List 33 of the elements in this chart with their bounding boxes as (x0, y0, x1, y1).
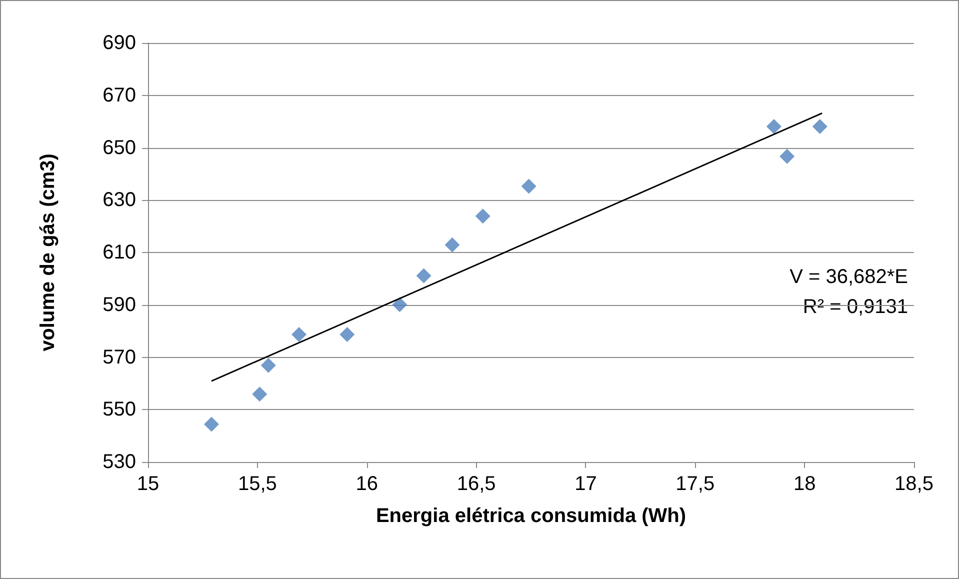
point (766, 119, 782, 134)
point (204, 416, 219, 432)
point (444, 237, 460, 252)
point (340, 326, 355, 342)
y-tick-label: 590 (102, 294, 136, 316)
y-tick-label: 610 (102, 242, 136, 264)
x-tick-label: 16 (356, 473, 378, 495)
point (521, 178, 536, 194)
point (812, 119, 828, 134)
y-tick-label: 570 (102, 346, 136, 368)
x-tick-label: 17,5 (676, 473, 715, 495)
x-tick-label: 15 (136, 473, 160, 495)
x-tick-label: 18,5 (894, 473, 934, 495)
y-tick-label: 690 (102, 32, 136, 54)
point (260, 358, 276, 373)
point (780, 148, 795, 164)
y-tick-label: 530 (102, 451, 136, 473)
point (392, 297, 408, 312)
y-tick-label: 550 (102, 398, 136, 421)
point (416, 268, 432, 284)
point (292, 326, 307, 342)
y-tick-label: 650 (102, 136, 136, 159)
point (475, 208, 490, 224)
x-tick-label: 17 (574, 473, 597, 495)
x-axis-title: Energia elétrica consumida (Wh) (376, 505, 686, 527)
y-tick-label: 630 (102, 189, 136, 212)
y-axis-title: volume de gás (cm3) (37, 154, 59, 352)
x-tick-label: 15,5 (238, 473, 277, 495)
annotation: V = 36,682*E (790, 266, 908, 288)
x-tick-label: 16,5 (456, 473, 496, 495)
y-tick-label: 670 (102, 84, 136, 106)
x-tick-label: 18 (793, 473, 816, 495)
point (252, 386, 268, 402)
